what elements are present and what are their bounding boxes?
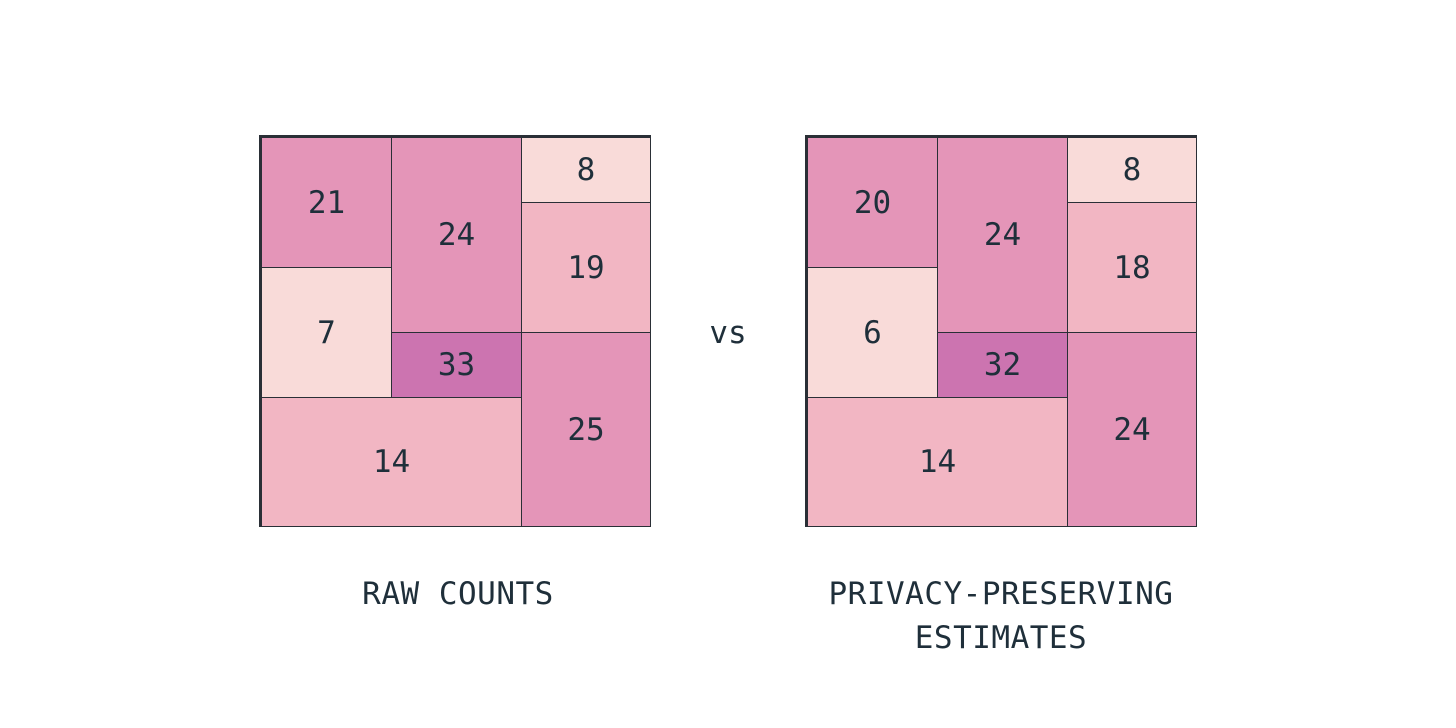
grid-cell: 32 — [937, 332, 1068, 398]
grid-cell: 24 — [937, 137, 1068, 333]
versus-label: vs — [709, 315, 747, 351]
grid-cell: 19 — [521, 202, 651, 333]
grid-cell: 7 — [261, 267, 392, 398]
caption-line: PRIVACY-PRESERVING — [828, 576, 1174, 612]
raw-counts-grid: 21 24 8 19 7 33 25 14 — [259, 135, 651, 527]
grid-cell: 14 — [261, 397, 522, 527]
caption-line: RAW COUNTS — [362, 576, 554, 612]
privacy-estimates-caption: PRIVACY-PRESERVING ESTIMATES — [771, 572, 1231, 660]
grid-cell: 24 — [1067, 332, 1197, 527]
privacy-estimates-grid: 20 24 8 18 6 32 24 14 — [805, 135, 1197, 527]
grid-cell: 8 — [521, 137, 651, 203]
grid-cell: 14 — [807, 397, 1068, 527]
caption-line: ESTIMATES — [914, 620, 1088, 656]
grid-cell: 18 — [1067, 202, 1197, 333]
grid-cell: 20 — [807, 137, 938, 268]
grid-cell: 21 — [261, 137, 392, 268]
grid-cell: 24 — [391, 137, 522, 333]
grid-cell: 8 — [1067, 137, 1197, 203]
grid-cell: 25 — [521, 332, 651, 527]
raw-counts-caption: RAW COUNTS — [228, 572, 688, 616]
grid-cell: 6 — [807, 267, 938, 398]
grid-cell: 33 — [391, 332, 522, 398]
